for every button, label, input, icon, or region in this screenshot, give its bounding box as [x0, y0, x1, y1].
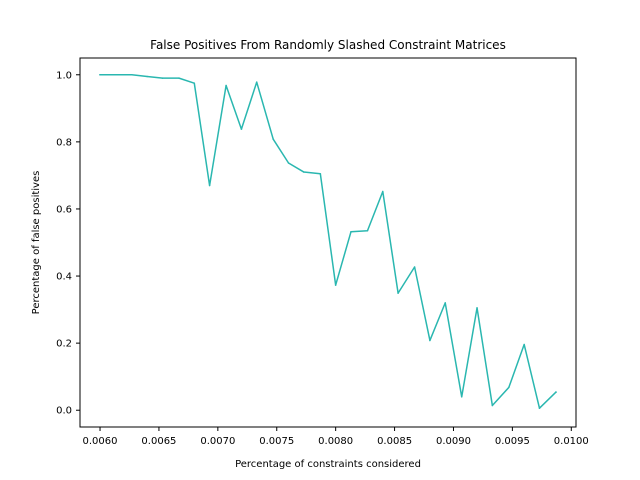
x-tick-label: 0.0060 [83, 436, 118, 447]
data-point [444, 302, 446, 304]
x-tick-label: 0.0080 [318, 436, 353, 447]
plot-frame [79, 57, 577, 428]
data-point [161, 77, 164, 79]
data-point [523, 343, 525, 346]
series-layer [99, 74, 558, 409]
data-point [350, 231, 352, 233]
x-axis: 0.0060 0.0065 0.0070 0.0075 0.0080 0.0085 0.00… [83, 427, 589, 447]
data-point [429, 339, 431, 342]
plot-area [79, 57, 577, 428]
x-tick-label: 0.0070 [200, 436, 235, 447]
data-point [538, 407, 541, 409]
data-point [319, 172, 322, 175]
x-axis-label: Percentage of constraints considered [235, 459, 421, 470]
y-tick-label: 0.2 [56, 339, 72, 350]
y-axis-label: Percentage of false positives [31, 171, 42, 315]
data-point [460, 396, 463, 398]
x-tick-label: 0.0095 [495, 436, 530, 447]
x-tick-label: 0.0065 [141, 436, 176, 447]
data-point [382, 190, 384, 193]
data-point [397, 292, 399, 294]
data-point [255, 81, 258, 83]
series-line-1 [99, 74, 558, 409]
x-tick-label: 0.0090 [436, 436, 471, 447]
data-point [131, 74, 133, 76]
y-tick-label: 0.0 [56, 406, 72, 417]
x-tick-label: 0.0085 [377, 436, 412, 447]
data-point [508, 386, 510, 389]
data-point [366, 230, 369, 232]
x-tick-label: 0.0075 [259, 436, 294, 447]
data-point [240, 128, 243, 130]
data-point [334, 284, 337, 286]
data-point [208, 184, 211, 187]
chart-title: False Positives From Randomly Slashed Co… [150, 38, 506, 52]
data-point [491, 404, 494, 407]
data-point [193, 82, 196, 84]
data-point [225, 84, 227, 87]
data-point [555, 391, 557, 393]
data-point [146, 75, 148, 78]
data-point [114, 74, 117, 76]
data-point [287, 162, 290, 164]
data-point [272, 138, 274, 140]
y-tick-label: 1.0 [56, 70, 72, 81]
data-point [99, 74, 101, 76]
data-point [476, 307, 478, 309]
y-tick-label: 0.8 [56, 137, 72, 148]
y-tick-label: 0.4 [56, 272, 72, 283]
data-point [178, 77, 180, 79]
data-point [303, 171, 305, 173]
y-tick-label: 0.6 [56, 204, 72, 215]
data-point [413, 266, 416, 268]
x-tick-label: 0.0100 [554, 436, 589, 447]
y-axis: 0.0 0.2 0.4 0.6 0.8 1.0 [56, 70, 80, 417]
